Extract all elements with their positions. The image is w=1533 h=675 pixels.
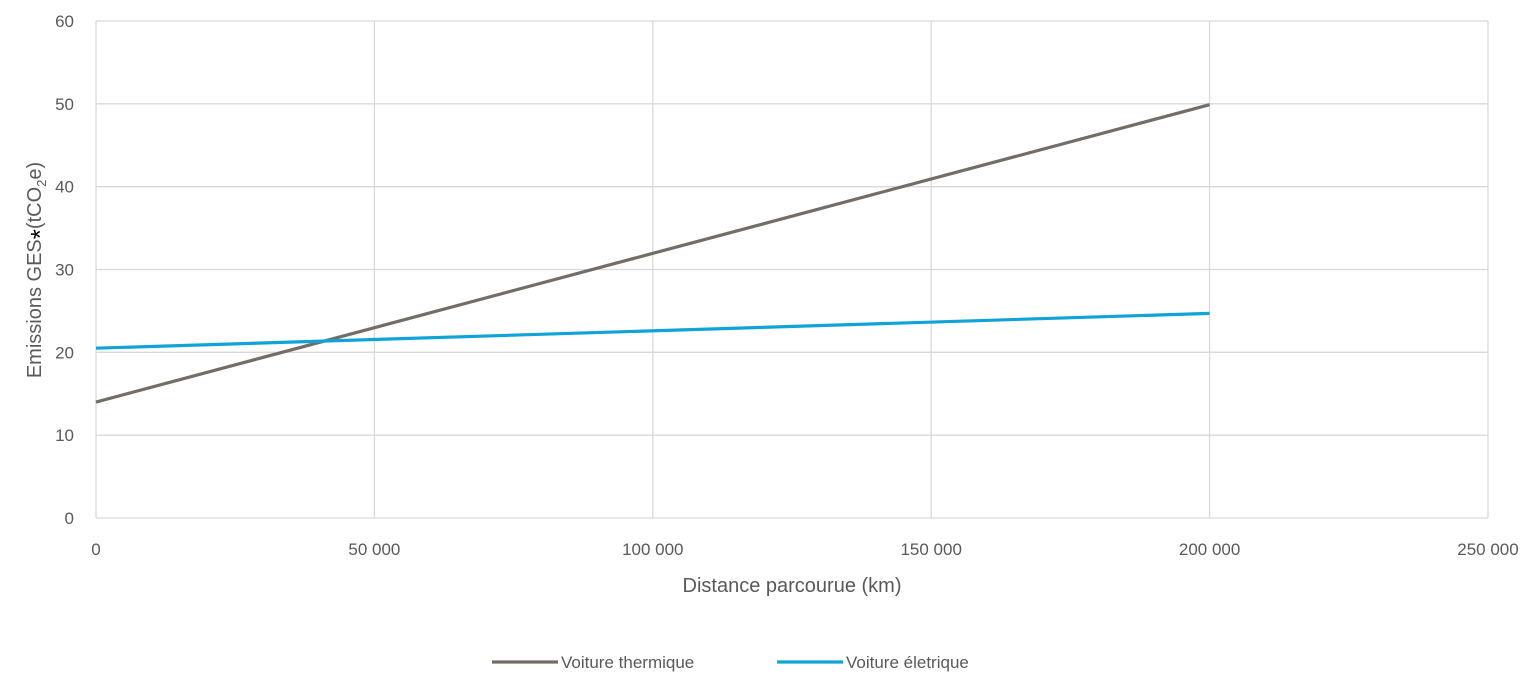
x-axis-tick-labels: 0 50 000 100 000 150 000 200 000 250 000	[91, 540, 1518, 559]
legend: Voiture thermique Voiture életrique	[492, 653, 969, 672]
y-axis-title-unit-open: (tCO	[24, 187, 46, 229]
gridlines	[95, 20, 1489, 519]
y-tick-label: 10	[55, 426, 74, 445]
y-axis-title-main: Emissions GES	[24, 239, 46, 378]
y-tick-label: 30	[55, 261, 74, 280]
legend-label: Voiture thermique	[561, 653, 694, 672]
y-axis-title: Emissions GES*(tCO2e)	[24, 162, 55, 378]
series-lines	[95, 103, 1211, 404]
y-axis-title-star: *	[25, 229, 55, 239]
x-tick-label: 250 000	[1457, 540, 1518, 559]
y-axis-title-unit-close: e)	[24, 162, 46, 180]
x-tick-label: 100 000	[622, 540, 683, 559]
legend-label: Voiture életrique	[846, 653, 969, 672]
x-axis-title: Distance parcourue (km)	[683, 575, 902, 597]
x-tick-label: 200 000	[1179, 540, 1240, 559]
y-tick-label: 0	[65, 509, 74, 528]
y-tick-label: 60	[55, 12, 74, 31]
series-line-thermique	[95, 103, 1211, 404]
y-axis-tick-labels: 0 10 20 30 40 50 60	[55, 12, 74, 528]
x-tick-label: 50 000	[348, 540, 400, 559]
x-tick-label: 0	[91, 540, 100, 559]
y-axis-title-unit-sub: 2	[34, 180, 49, 187]
y-tick-label: 20	[55, 343, 74, 362]
y-tick-label: 40	[55, 178, 74, 197]
x-tick-label: 150 000	[900, 540, 961, 559]
series-line-electrique	[95, 311, 1210, 350]
y-tick-label: 50	[55, 95, 74, 114]
